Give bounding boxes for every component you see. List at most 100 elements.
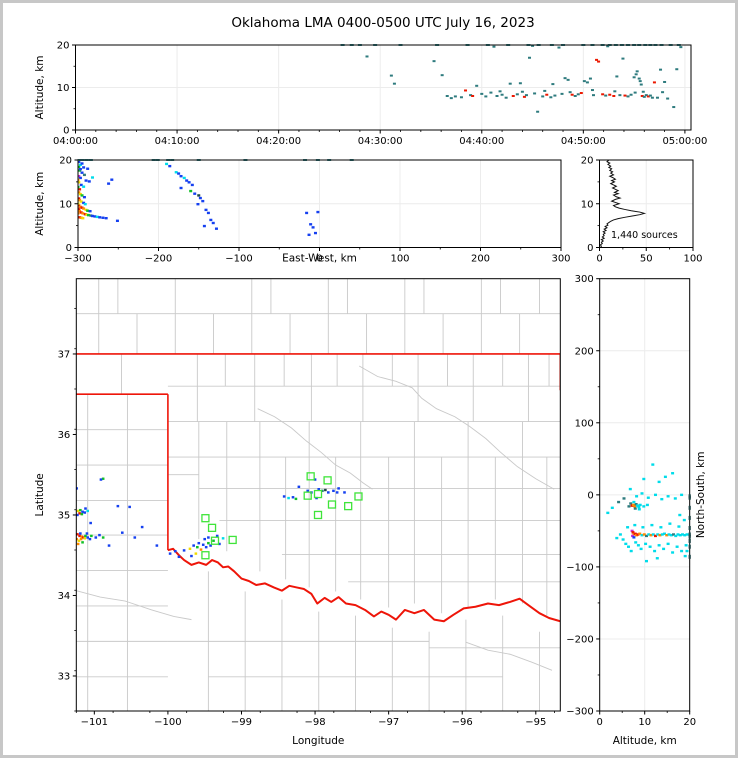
x-tick-label: −100 bbox=[225, 254, 252, 265]
y-tick-label: 300 bbox=[575, 274, 594, 285]
data-point bbox=[678, 513, 682, 517]
lma-station-marker bbox=[303, 491, 312, 500]
data-point bbox=[644, 94, 648, 97]
data-point bbox=[207, 541, 210, 545]
data-point bbox=[618, 533, 622, 536]
data-point bbox=[626, 95, 630, 98]
clipped-source-mark bbox=[88, 159, 93, 161]
data-point bbox=[608, 93, 612, 96]
clipped-source-mark bbox=[632, 44, 637, 46]
data-point bbox=[637, 508, 641, 511]
data-point bbox=[666, 97, 670, 100]
data-point bbox=[617, 500, 621, 504]
data-point bbox=[453, 95, 457, 98]
clipped-source-mark bbox=[600, 44, 605, 46]
y-tick-label: 10 bbox=[57, 83, 70, 94]
data-point bbox=[629, 502, 633, 505]
data-point bbox=[78, 205, 82, 209]
data-point bbox=[190, 183, 194, 187]
x-tick-label: 10 bbox=[638, 717, 651, 728]
data-point bbox=[541, 95, 545, 98]
clipped-source-mark bbox=[349, 44, 354, 46]
data-point bbox=[392, 82, 396, 85]
data-point bbox=[568, 91, 572, 94]
data-point bbox=[84, 179, 88, 182]
data-point bbox=[668, 522, 672, 525]
data-point bbox=[570, 93, 574, 96]
data-point bbox=[78, 178, 80, 181]
data-point bbox=[683, 533, 687, 537]
data-point bbox=[82, 195, 86, 199]
data-point bbox=[524, 94, 528, 97]
data-point bbox=[573, 95, 577, 97]
data-point bbox=[76, 533, 79, 536]
data-point bbox=[621, 57, 625, 60]
data-point bbox=[459, 96, 463, 99]
data-point bbox=[672, 106, 676, 109]
data-point bbox=[663, 532, 666, 535]
y-tick-label: 20 bbox=[581, 156, 594, 167]
source-count-label: 1,440 sources bbox=[611, 230, 678, 241]
data-point bbox=[82, 173, 86, 177]
data-point bbox=[78, 204, 81, 207]
clipped-source-mark bbox=[155, 159, 160, 161]
data-point bbox=[282, 495, 286, 498]
data-point bbox=[618, 94, 622, 97]
clipped-source-mark bbox=[465, 44, 470, 46]
data-point bbox=[179, 186, 183, 190]
data-point bbox=[631, 503, 635, 507]
data-point bbox=[669, 533, 673, 537]
data-point bbox=[640, 95, 644, 97]
data-point bbox=[201, 199, 205, 203]
data-point bbox=[606, 511, 610, 515]
data-point bbox=[591, 94, 595, 97]
data-point bbox=[78, 169, 82, 172]
data-point bbox=[553, 94, 557, 97]
data-point bbox=[645, 503, 649, 507]
y-tick-label: 33 bbox=[58, 671, 71, 682]
x-tick-label: −101 bbox=[81, 717, 108, 728]
data-point bbox=[626, 526, 630, 529]
river-line bbox=[257, 408, 373, 490]
data-point bbox=[449, 97, 453, 100]
data-point bbox=[107, 544, 111, 547]
data-point bbox=[650, 96, 654, 99]
data-point bbox=[188, 547, 192, 550]
y-tick-label: 0 bbox=[66, 243, 72, 254]
data-point bbox=[606, 45, 610, 48]
data-point bbox=[613, 90, 617, 93]
data-point bbox=[624, 542, 628, 546]
data-point bbox=[673, 497, 677, 500]
data-point bbox=[640, 533, 644, 537]
data-point bbox=[80, 206, 84, 209]
data-point bbox=[615, 536, 619, 540]
panel-map: −101 −100 −99 −98 −97 −96 −95 33 34 35 36 37 Longitu… bbox=[34, 278, 561, 747]
data-point bbox=[155, 544, 159, 547]
data-point bbox=[528, 56, 532, 59]
data-point bbox=[83, 202, 87, 206]
data-point bbox=[633, 532, 637, 535]
data-point bbox=[80, 194, 84, 197]
clipped-source-mark bbox=[590, 44, 595, 46]
data-point bbox=[168, 552, 172, 555]
lma-station-marker bbox=[210, 536, 220, 545]
data-point bbox=[81, 212, 85, 215]
data-point bbox=[637, 77, 641, 80]
data-point bbox=[671, 551, 675, 554]
data-point bbox=[174, 171, 178, 174]
clipped-source-mark bbox=[607, 44, 612, 46]
data-point bbox=[677, 525, 681, 528]
data-point bbox=[81, 541, 84, 544]
data-point bbox=[187, 181, 191, 184]
data-point bbox=[651, 533, 655, 536]
data-point bbox=[601, 93, 605, 96]
data-point bbox=[621, 538, 625, 541]
clipped-source-mark bbox=[676, 44, 681, 46]
data-point bbox=[82, 185, 86, 188]
data-point bbox=[93, 215, 97, 218]
clipped-source-mark bbox=[581, 44, 586, 46]
data-point bbox=[576, 93, 580, 96]
x-tick-label: −300 bbox=[64, 254, 91, 265]
data-point bbox=[79, 508, 82, 512]
clipped-source-mark bbox=[327, 159, 332, 161]
